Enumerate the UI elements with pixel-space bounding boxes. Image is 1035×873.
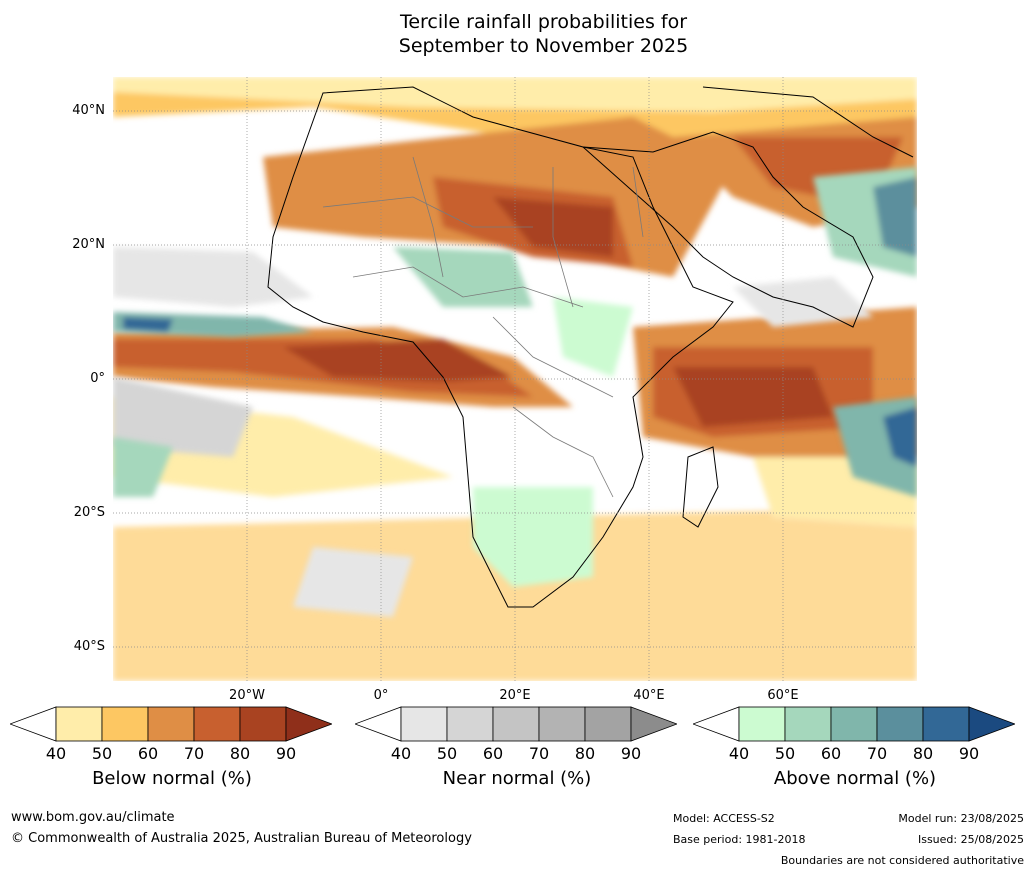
near-colorbar-swatch [400,706,448,742]
lon-label-0: 0° [373,688,389,703]
lon-label-40e: 40°E [633,688,665,703]
above-colorbar-max-arrow [968,706,1015,742]
below-colorbar-tick: 90 [275,744,297,763]
above-colorbar-tick: 70 [866,744,888,763]
above-colorbar-tick: 80 [912,744,934,763]
below-colorbar-graphic [10,706,332,742]
below-colorbar-max-arrow [285,706,332,742]
lon-label-20e: 20°E [499,688,531,703]
near-colorbar-swatch [538,706,586,742]
near-colorbar-min-arrow [355,706,402,742]
africa-coastline [267,86,914,608]
country-borders [322,156,644,498]
above-colorbar-graphic [693,706,1015,742]
near-colorbar-tick: 70 [528,744,550,763]
below-colorbar-min-arrow [10,706,57,742]
near-colorbar-tick: 90 [620,744,642,763]
below-colorbar-tick: 70 [183,744,205,763]
issued-date: Issued: 25/08/2025 [917,833,1024,846]
above-colorbar-min-arrow [693,706,740,742]
above-colorbar-swatch [922,706,970,742]
near-colorbar-tick: 80 [574,744,596,763]
near-colorbar-max-arrow [630,706,677,742]
below-colorbar-swatch [101,706,149,742]
lat-label-20s: 20°S [73,505,105,520]
lat-label-0: 0° [90,371,105,386]
base-period: Base period: 1981-2018 [673,833,806,846]
near-colorbar-swatch [446,706,494,742]
copyright-text: © Commonwealth of Australia 2025, Austra… [11,831,472,846]
title-line-2: September to November 2025 [398,35,689,57]
above-colorbar-tick: 50 [774,744,796,763]
below-colorbar-swatch [239,706,287,742]
above-colorbar-swatch [876,706,924,742]
above-colorbar-tick: 40 [728,744,750,763]
below-colorbar-title: Below normal (%) [92,768,252,789]
below-colorbar-tick: 50 [91,744,113,763]
above-colorbar-swatch [784,706,832,742]
map-title: Tercile rainfall probabilities for Septe… [0,10,1035,58]
lat-label-20n: 20°N [72,237,105,252]
lon-label-60e: 60°E [767,688,799,703]
near-colorbar-graphic [355,706,677,742]
near-colorbar-tick: 40 [390,744,412,763]
below-colorbar-swatch [147,706,195,742]
near-normal-colorbar: 40 50 60 70 80 90 Near normal (%) [355,706,677,806]
below-colorbar-tick: 60 [137,744,159,763]
above-normal-shading [113,167,917,587]
above-colorbar-swatch [738,706,786,742]
near-colorbar-swatch [492,706,540,742]
near-colorbar-tick: 50 [436,744,458,763]
title-line-1: Tercile rainfall probabilities for [399,11,688,33]
above-colorbar-tick: 90 [958,744,980,763]
lat-label-40s: 40°S [73,639,105,654]
graticule [113,77,917,681]
lat-label-40n: 40°N [72,103,105,118]
rainfall-probability-map [113,77,917,681]
below-colorbar-swatch [193,706,241,742]
boundaries-disclaimer: Boundaries are not considered authoritat… [780,854,1024,867]
below-colorbar-tick: 80 [229,744,251,763]
above-colorbar-tick: 60 [820,744,842,763]
near-normal-shading [113,247,873,617]
above-colorbar-swatch [830,706,878,742]
near-colorbar-title: Near normal (%) [442,768,592,789]
below-colorbar-swatch [55,706,103,742]
below-colorbar-tick: 40 [45,744,67,763]
below-normal-colorbar: 40 50 60 70 80 90 Below normal (%) [10,706,332,806]
map-panel [113,77,917,681]
near-colorbar-tick: 60 [482,744,504,763]
model-run-date: Model run: 23/08/2025 [898,812,1024,825]
above-normal-colorbar: 40 50 60 70 80 90 Above normal (%) [693,706,1015,806]
website-link[interactable]: www.bom.gov.au/climate [11,810,175,825]
model-name: Model: ACCESS-S2 [673,812,775,825]
lon-label-20w: 20°W [229,688,265,703]
above-colorbar-title: Above normal (%) [773,768,937,789]
near-colorbar-swatch [584,706,632,742]
